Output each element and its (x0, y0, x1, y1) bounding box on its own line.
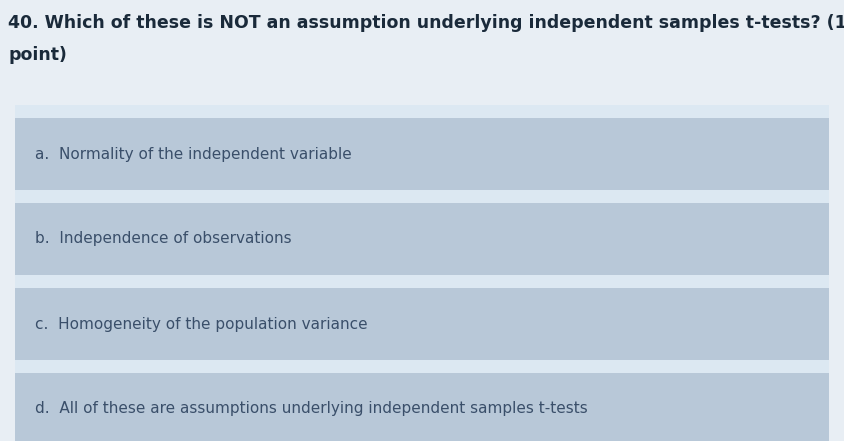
Text: a.  Normality of the independent variable: a. Normality of the independent variable (35, 146, 352, 161)
Bar (15, 288, 829, 360)
Bar (15, 373, 829, 441)
Text: point): point) (8, 46, 67, 64)
Text: b.  Independence of observations: b. Independence of observations (35, 232, 292, 247)
Text: d.  All of these are assumptions underlying independent samples t-tests: d. All of these are assumptions underlyi… (35, 401, 587, 416)
Bar (15, 203, 829, 275)
Text: c.  Homogeneity of the population variance: c. Homogeneity of the population varianc… (35, 317, 368, 332)
Bar (0, 105, 844, 118)
Bar (0, 105, 15, 441)
Bar (0, 0, 844, 115)
Bar (0, 275, 844, 288)
Bar (15, 118, 829, 190)
Bar (0, 190, 844, 203)
Bar (0, 360, 844, 373)
Text: 40. Which of these is NOT an assumption underlying independent samples t-tests? : 40. Which of these is NOT an assumption … (8, 14, 844, 32)
Bar (829, 105, 844, 441)
